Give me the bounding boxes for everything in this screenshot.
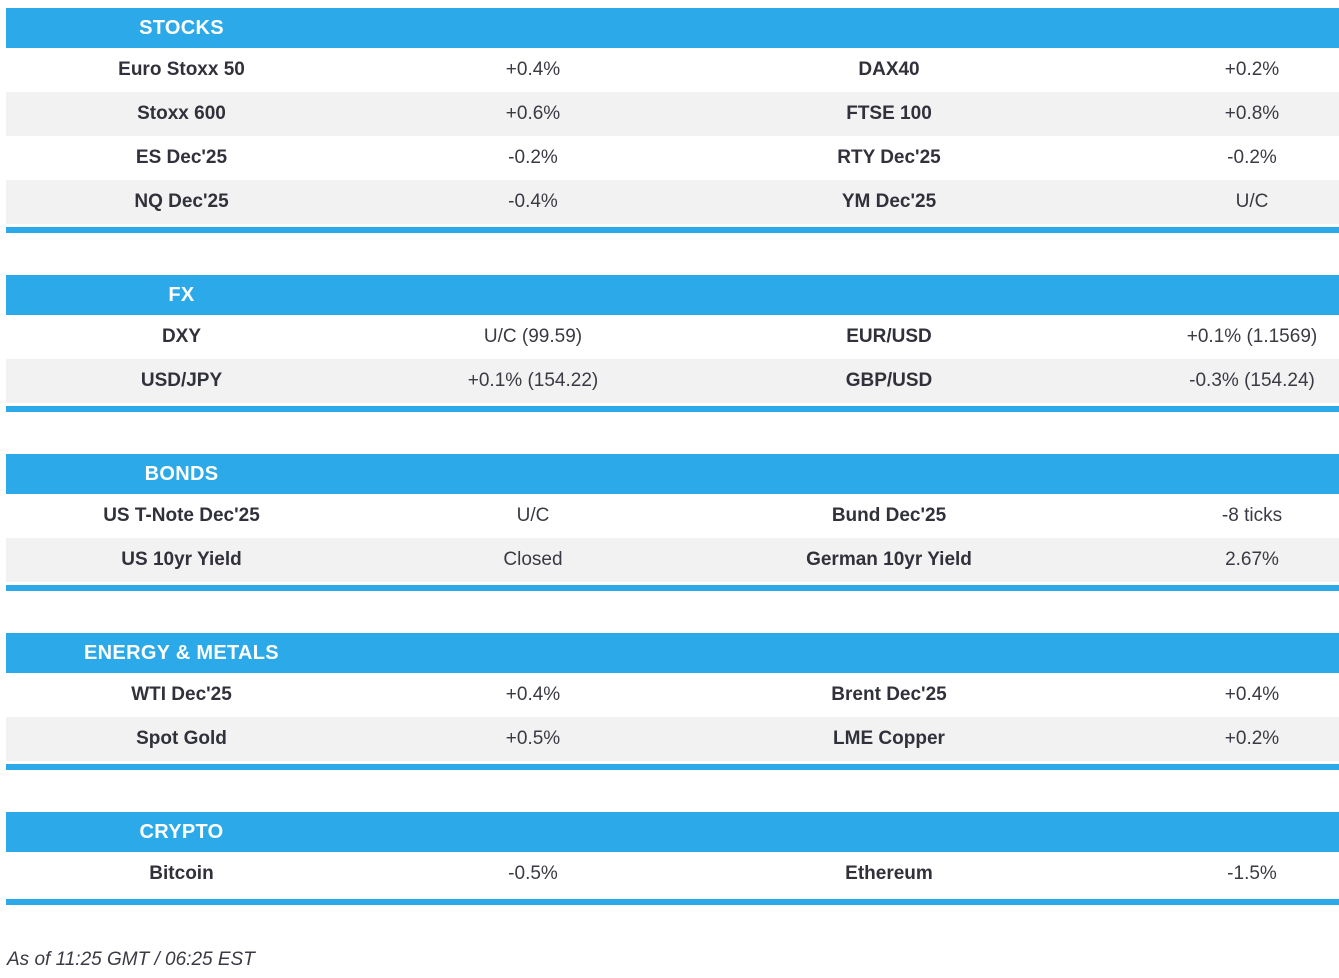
section-stocks: STOCKS Euro Stoxx 50 +0.4% DAX40 +0.2% S…: [6, 8, 1339, 233]
instrument-value: +0.8%: [1224, 103, 1280, 124]
instrument-value: -0.2%: [508, 147, 558, 168]
section-header: ENERGY & METALS: [6, 633, 1339, 673]
section-title: ENERGY & METALS: [84, 641, 279, 664]
instrument-label: Spot Gold: [136, 728, 227, 749]
instrument-value: -0.4%: [508, 191, 558, 212]
instrument-value: +0.1% (1.1569): [1186, 326, 1318, 347]
section-underline: [6, 406, 1339, 412]
instrument-label: Ethereum: [845, 863, 933, 884]
section-underline: [6, 227, 1339, 233]
instrument-label: WTI Dec'25: [131, 684, 232, 705]
table-row: WTI Dec'25 +0.4% Brent Dec'25 +0.4%: [6, 673, 1339, 717]
table-row: USD/JPY +0.1% (154.22) GBP/USD -0.3% (15…: [6, 359, 1339, 403]
instrument-label: USD/JPY: [140, 370, 223, 391]
as-of-timestamp: As of 11:25 GMT / 06:25 EST: [7, 949, 255, 970]
instrument-label: Brent Dec'25: [831, 684, 947, 705]
table-row: US T-Note Dec'25 U/C Bund Dec'25 -8 tick…: [6, 494, 1339, 538]
instrument-label: DAX40: [858, 59, 920, 80]
instrument-label: Stoxx 600: [137, 103, 226, 124]
instrument-value: Closed: [503, 549, 563, 570]
section-title: BONDS: [144, 462, 219, 485]
instrument-value: U/C: [516, 505, 550, 526]
section-underline: [6, 764, 1339, 770]
instrument-label: FTSE 100: [846, 103, 932, 124]
section-energy-metals: ENERGY & METALS WTI Dec'25 +0.4% Brent D…: [6, 633, 1339, 770]
section-header: STOCKS: [6, 8, 1339, 48]
table-row: Spot Gold +0.5% LME Copper +0.2%: [6, 717, 1339, 761]
section-title: STOCKS: [139, 16, 224, 39]
instrument-value: +0.4%: [505, 59, 561, 80]
section-fx: FX DXY U/C (99.59) EUR/USD +0.1% (1.1569…: [6, 275, 1339, 412]
section-header: BONDS: [6, 454, 1339, 494]
instrument-label: Euro Stoxx 50: [118, 59, 245, 80]
table-row: Bitcoin -0.5% Ethereum -1.5%: [6, 852, 1339, 896]
table-row: DXY U/C (99.59) EUR/USD +0.1% (1.1569): [6, 315, 1339, 359]
instrument-label: Bund Dec'25: [831, 505, 947, 526]
instrument-value: +0.1% (154.22): [467, 370, 599, 391]
table-row: US 10yr Yield Closed German 10yr Yield 2…: [6, 538, 1339, 582]
instrument-label: ES Dec'25: [135, 147, 228, 168]
instrument-label: German 10yr Yield: [806, 549, 972, 570]
table-row: Stoxx 600 +0.6% FTSE 100 +0.8%: [6, 92, 1339, 136]
section-underline: [6, 585, 1339, 591]
instrument-value: -0.2%: [1227, 147, 1277, 168]
section-header: FX: [6, 275, 1339, 315]
instrument-value: +0.4%: [505, 684, 561, 705]
instrument-value: U/C (99.59): [483, 326, 583, 347]
section-title: CRYPTO: [139, 820, 224, 843]
instrument-value: +0.2%: [1224, 728, 1280, 749]
instrument-value: -1.5%: [1227, 863, 1277, 884]
instrument-label: YM Dec'25: [841, 191, 937, 212]
section-title: FX: [168, 283, 195, 306]
instrument-value: +0.2%: [1224, 59, 1280, 80]
section-underline: [6, 899, 1339, 905]
table-row: Euro Stoxx 50 +0.4% DAX40 +0.2%: [6, 48, 1339, 92]
instrument-label: US T-Note Dec'25: [103, 505, 260, 526]
instrument-label: LME Copper: [833, 728, 945, 749]
table-row: ES Dec'25 -0.2% RTY Dec'25 -0.2%: [6, 136, 1339, 180]
instrument-value: +0.4%: [1224, 684, 1280, 705]
section-crypto: CRYPTO Bitcoin -0.5% Ethereum -1.5%: [6, 812, 1339, 905]
instrument-label: DXY: [161, 326, 202, 347]
instrument-value: +0.6%: [505, 103, 561, 124]
instrument-label: EUR/USD: [846, 326, 932, 347]
instrument-value: +0.5%: [505, 728, 561, 749]
instrument-label: US 10yr Yield: [121, 549, 242, 570]
instrument-value: U/C: [1235, 191, 1269, 212]
instrument-value: 2.67%: [1225, 549, 1279, 570]
instrument-label: RTY Dec'25: [837, 147, 941, 168]
table-row: NQ Dec'25 -0.4% YM Dec'25 U/C: [6, 180, 1339, 224]
instrument-label: NQ Dec'25: [134, 191, 229, 212]
instrument-label: Bitcoin: [149, 863, 214, 884]
instrument-label: GBP/USD: [845, 370, 933, 391]
instrument-value: -8 ticks: [1221, 505, 1283, 526]
instrument-value: -0.3% (154.24): [1189, 370, 1315, 391]
instrument-value: -0.5%: [508, 863, 558, 884]
section-header: CRYPTO: [6, 812, 1339, 852]
section-bonds: BONDS US T-Note Dec'25 U/C Bund Dec'25 -…: [6, 454, 1339, 591]
